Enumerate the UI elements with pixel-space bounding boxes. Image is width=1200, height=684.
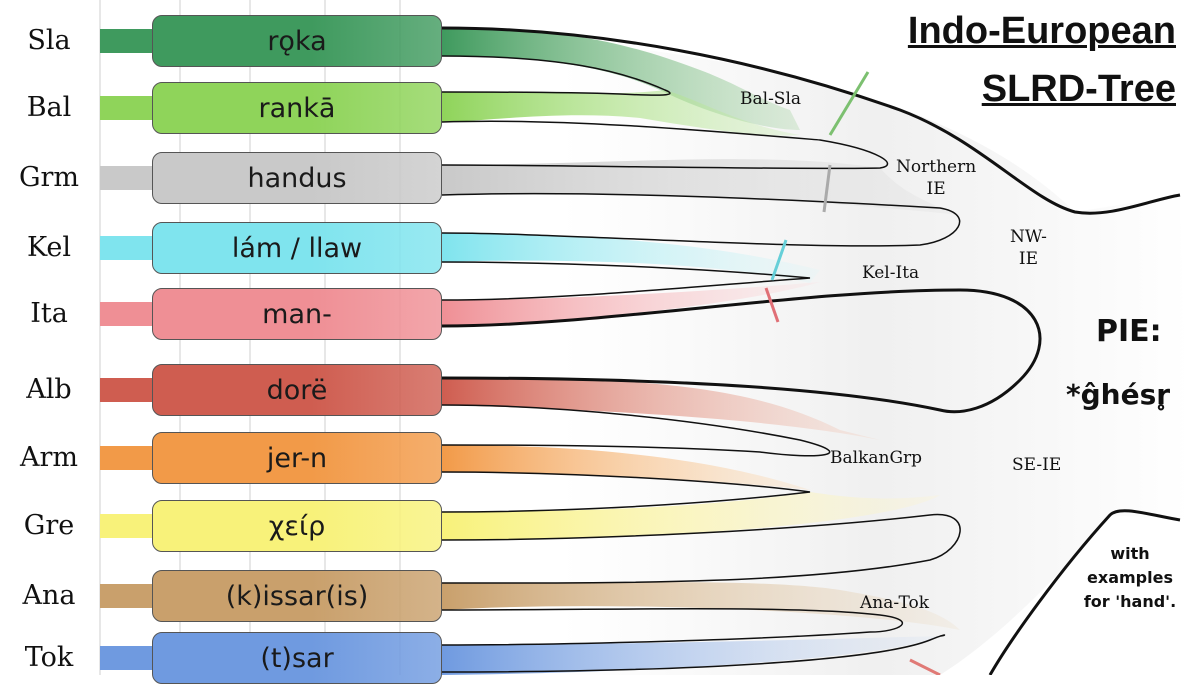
word-gre: χείρ	[268, 510, 326, 542]
word-alb: dorë	[266, 374, 328, 406]
stub-sla	[100, 29, 156, 53]
branch-ita	[442, 282, 820, 326]
word-box-ita: man-	[152, 288, 442, 340]
word-box-alb: dorë	[152, 364, 442, 416]
language-abbr-bal: Bal	[26, 92, 72, 123]
examples-note-line1: with	[1110, 544, 1150, 563]
word-grm: handus	[247, 162, 347, 194]
word-ita: man-	[262, 298, 332, 330]
language-abbr-tok: Tok	[24, 642, 74, 673]
stub-gre	[100, 514, 156, 538]
branch-tok	[442, 636, 940, 675]
branch-bal	[442, 90, 800, 136]
diagram-title-line1: Indo-European	[907, 10, 1176, 52]
branch-alb	[442, 378, 880, 440]
node-bal-sla: Bal-Sla	[740, 89, 802, 109]
stub-ana	[100, 584, 156, 608]
stub-arm	[100, 446, 156, 470]
word-kel: lám / llaw	[231, 232, 363, 264]
language-stubs	[100, 29, 156, 670]
language-abbr-alb: Alb	[26, 374, 72, 405]
diagram-title-line2: SLRD-Tree	[981, 68, 1176, 110]
tree-outlines	[441, 26, 1181, 675]
branch-markers	[764, 71, 941, 675]
node-se-ie: SE-IE	[1012, 455, 1062, 475]
word-box-kel: lám / llaw	[152, 222, 442, 274]
stub-alb	[100, 378, 156, 402]
node-nw-ie-line2: IE	[1018, 249, 1038, 269]
word-box-ana: (k)issar(is)	[152, 570, 442, 622]
branch-sla	[442, 28, 800, 130]
node-ana-tok: Ana-Tok	[860, 593, 930, 613]
language-abbr-ana: Ana	[22, 580, 76, 611]
word-box-grm: handus	[152, 152, 442, 204]
stub-bal	[100, 96, 156, 120]
language-abbr-ita: Ita	[30, 298, 68, 329]
stub-ita	[100, 302, 156, 326]
stub-grm	[100, 166, 156, 190]
node-northern-ie-line2: IE	[926, 179, 946, 199]
word-box-gre: χείρ	[152, 500, 442, 552]
language-abbr-gre: Gre	[23, 510, 75, 541]
word-tok: (t)sar	[260, 642, 334, 674]
stub-tok	[100, 646, 156, 670]
branch-grm	[442, 159, 960, 215]
node-kel-ita: Kel-Ita	[862, 263, 920, 283]
language-abbr-sla: Sla	[27, 25, 71, 56]
language-abbr-grm: Grm	[18, 162, 80, 193]
word-bal: rankā	[258, 92, 336, 124]
pie-form: *ĝhésr̥	[1066, 378, 1171, 411]
pie-label: PIE:	[1096, 314, 1162, 349]
branch-arm	[442, 445, 810, 490]
node-balkan-group: BalkanGrp	[830, 448, 923, 468]
word-box-arm: jer-n	[152, 432, 442, 484]
branch-kel	[442, 233, 820, 283]
language-abbr-kel: Kel	[26, 232, 72, 263]
branch-ana	[442, 581, 960, 630]
node-northern-ie: Northern IE	[896, 156, 976, 200]
node-nw-ie: NW- IE	[1010, 226, 1047, 270]
branch-ribbons	[442, 28, 960, 675]
examples-note-line3: for 'hand'.	[1083, 592, 1177, 611]
examples-note-line2: examples	[1087, 568, 1173, 587]
word-ana: (k)issar(is)	[225, 580, 369, 612]
word-sla: rǫka	[267, 25, 327, 57]
stub-kel	[100, 236, 156, 260]
node-northern-ie-line1: Northern	[896, 157, 977, 177]
node-nw-ie-line1: NW-	[1010, 227, 1047, 247]
examples-note: with examples for 'hand'.	[1060, 542, 1200, 614]
language-abbr-arm: Arm	[19, 442, 78, 473]
word-box-sla: rǫka	[152, 15, 442, 67]
word-arm: jer-n	[266, 442, 328, 474]
word-box-bal: rankā	[152, 82, 442, 134]
branch-gre	[442, 492, 940, 540]
word-box-tok: (t)sar	[152, 632, 442, 684]
